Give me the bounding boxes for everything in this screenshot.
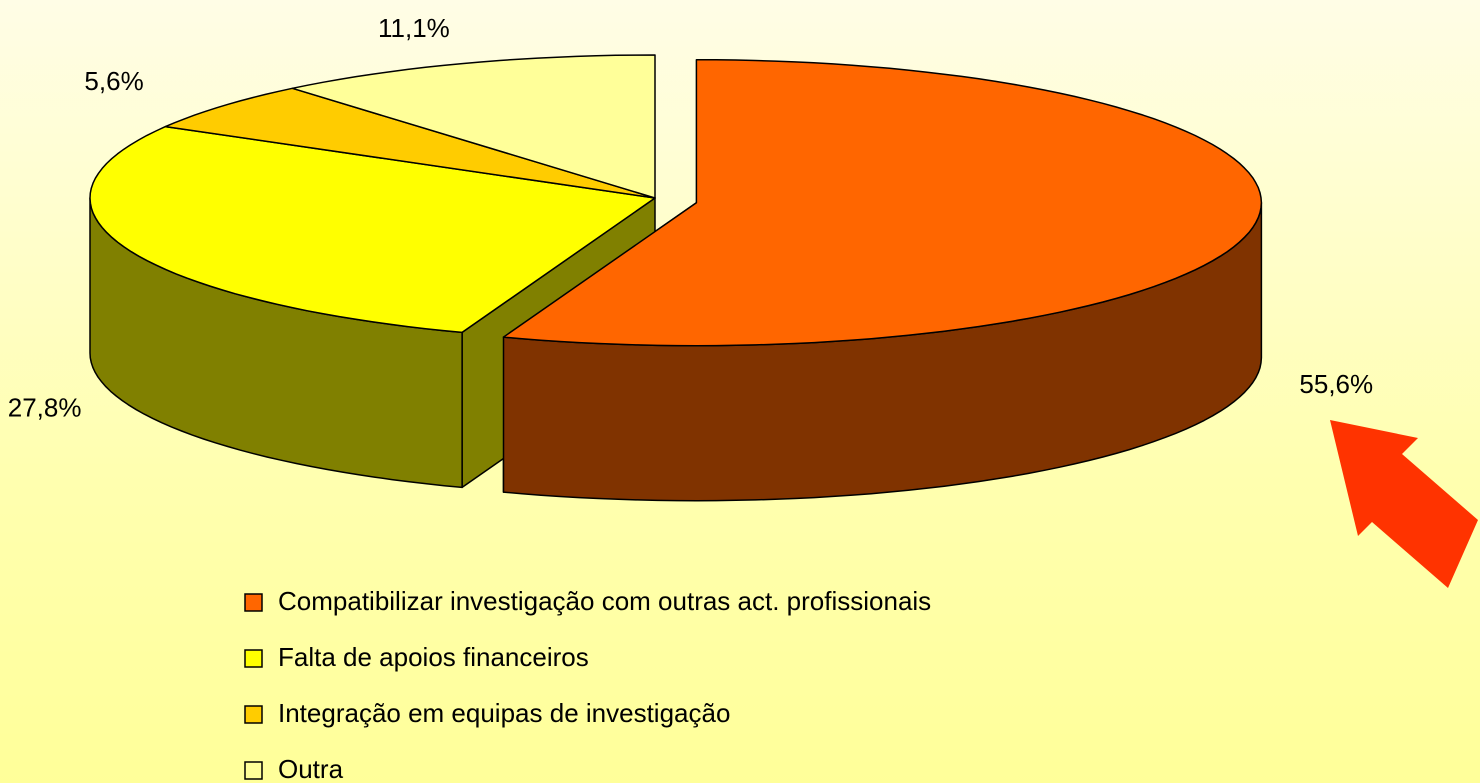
legend-swatch [244,705,263,724]
value-label: 55,6% [1299,369,1373,399]
pie [89,54,1263,502]
value-labels: 55,6% 27,8% 5,6% 11,1% [8,13,1373,422]
legend-label: Falta de apoios financeiros [278,642,589,672]
slice [164,87,656,199]
legend-swatch [244,649,263,668]
slice [502,58,1263,347]
arrow [1330,420,1478,588]
slice [291,54,656,199]
legend-label: Compatibilizar investigação com outras a… [278,586,931,616]
value-label: 5,6% [84,66,143,96]
legend-label: Integração em equipas de investigação [278,698,730,728]
value-label: 27,8% [8,392,82,422]
legend: Compatibilizar investigação com outras a… [244,586,931,783]
legend-swatch [244,761,263,780]
legend-swatch [244,593,263,612]
legend-label: Outra [278,754,344,783]
value-label: 11,1% [378,13,450,43]
